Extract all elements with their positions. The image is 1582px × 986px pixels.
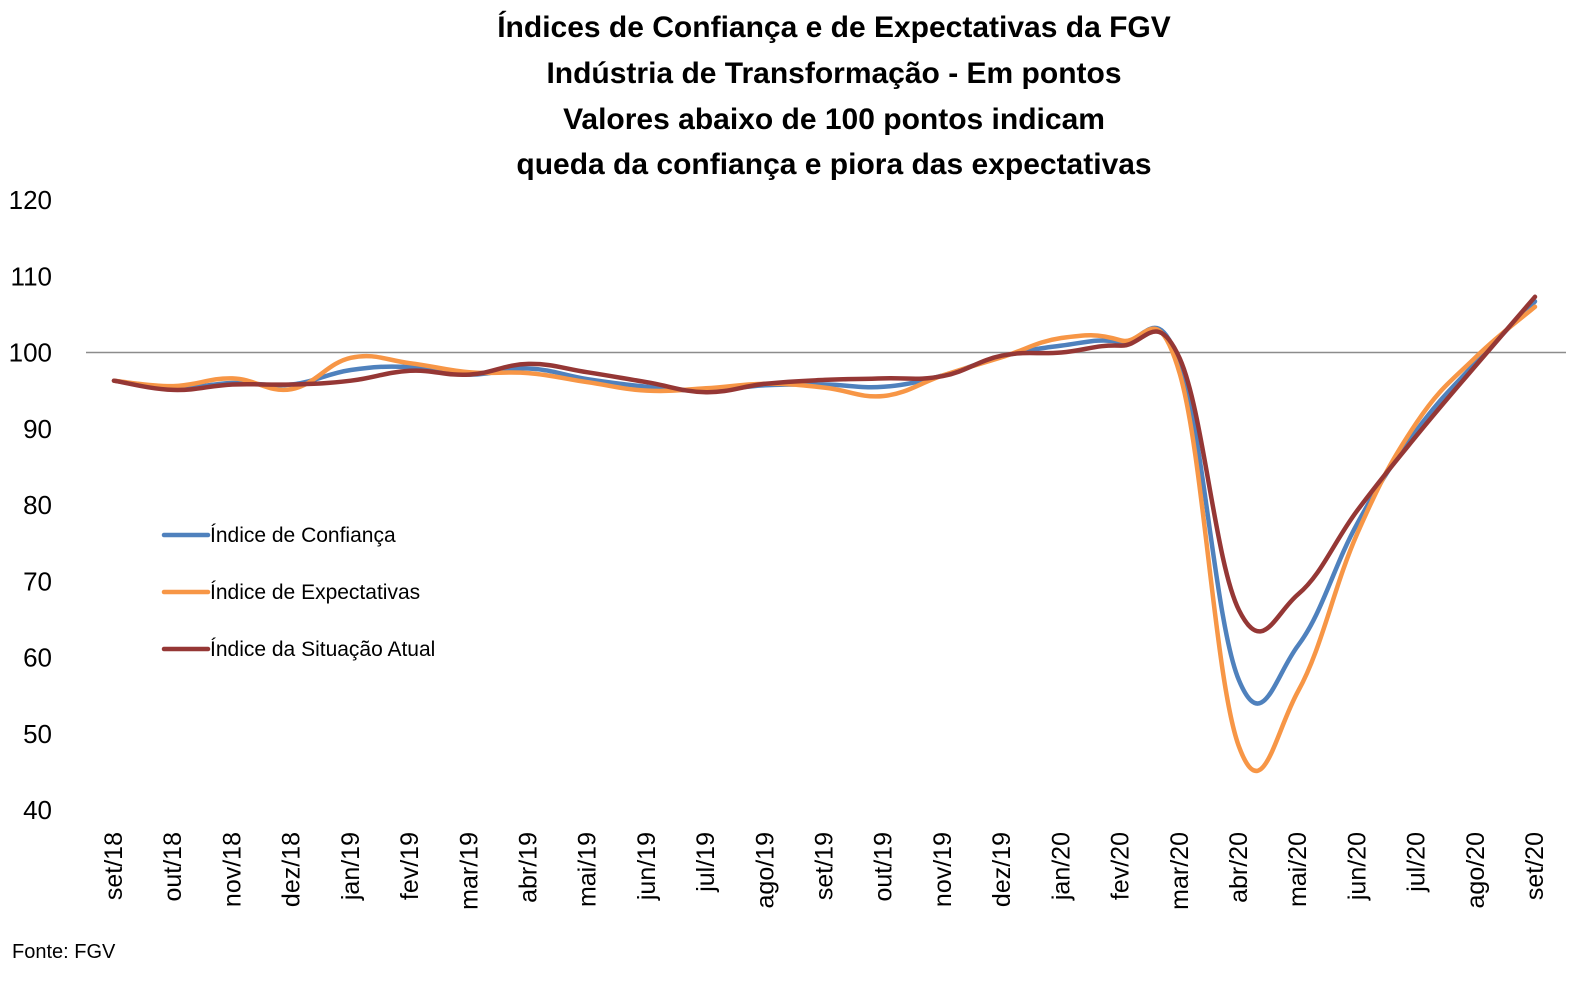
x-tick-label: abr/19 xyxy=(514,832,542,903)
x-tick-label: set/18 xyxy=(100,832,128,900)
chart-title-line-4: queda da confiança e piora das expectati… xyxy=(516,148,1151,181)
chart-title-line-3: Valores abaixo de 100 pontos indicam xyxy=(563,103,1105,136)
x-tick-label: fev/20 xyxy=(1107,832,1135,900)
y-tick-label: 40 xyxy=(23,795,52,825)
series-lines xyxy=(111,294,1538,774)
x-tick-label: jul/19 xyxy=(692,832,720,893)
x-tick-label: dez/19 xyxy=(988,832,1016,907)
x-tick-label: out/18 xyxy=(159,832,187,902)
x-tick-label: ago/20 xyxy=(1462,832,1490,908)
series-line-expectativas xyxy=(111,304,1538,774)
x-tick-label: mar/19 xyxy=(455,832,483,910)
y-tick-label: 60 xyxy=(23,643,52,673)
legend-item-expectativas: Índice de Expectativas xyxy=(161,581,420,604)
x-tick-label: mai/19 xyxy=(574,832,602,907)
legend-item-situacao-atual: Índice da Situação Atual xyxy=(161,638,435,661)
series-line-confianca xyxy=(111,299,1538,706)
x-tick-label: jun/20 xyxy=(1343,832,1371,901)
x-tick-label: jan/19 xyxy=(337,832,365,901)
x-tick-label: nov/18 xyxy=(218,832,246,907)
y-tick-label: 120 xyxy=(9,185,52,215)
y-axis-ticks: 40 50 60 70 80 90 100 110 120 xyxy=(9,185,52,825)
chart-title: Índices de Confiança e de Expectativas d… xyxy=(497,10,1171,181)
x-tick-label: jul/20 xyxy=(1403,832,1431,893)
chart-title-line-1: Índices de Confiança e de Expectativas d… xyxy=(497,10,1171,44)
x-tick-label: mai/20 xyxy=(1284,832,1312,907)
x-tick-label: nov/19 xyxy=(929,832,957,907)
x-tick-label: abr/20 xyxy=(1225,832,1253,903)
y-tick-label: 110 xyxy=(11,261,52,291)
legend-label: Índice da Situação Atual xyxy=(210,638,435,661)
x-tick-label: set/19 xyxy=(811,832,839,900)
x-axis-ticks: set/18 out/18 nov/18 dez/18 jan/19 fev/19 mar/… xyxy=(100,832,1549,910)
legend: Índice de Confiança Índice de Expectativa… xyxy=(161,524,435,661)
x-tick-label: out/19 xyxy=(870,832,898,902)
chart-title-line-2: Indústria de Transformação - Em pontos xyxy=(546,57,1121,90)
y-tick-label: 80 xyxy=(23,490,52,520)
y-tick-label: 70 xyxy=(23,566,52,596)
y-tick-label: 90 xyxy=(23,414,52,444)
y-tick-label: 100 xyxy=(9,338,52,368)
source-note: Fonte: FGV xyxy=(12,941,116,963)
x-tick-label: set/20 xyxy=(1521,832,1549,900)
x-tick-label: dez/18 xyxy=(278,832,306,907)
legend-label: Índice de Expectativas xyxy=(210,581,420,604)
legend-label: Índice de Confiança xyxy=(210,524,396,547)
x-tick-label: jun/19 xyxy=(633,832,661,901)
legend-item-confianca: Índice de Confiança xyxy=(161,524,396,547)
x-tick-label: jan/20 xyxy=(1047,832,1075,901)
y-tick-label: 50 xyxy=(23,719,52,749)
series-line-situacao-atual xyxy=(111,294,1538,634)
x-tick-label: fev/19 xyxy=(396,832,424,900)
x-tick-label: ago/19 xyxy=(751,832,779,908)
x-tick-label: mar/20 xyxy=(1166,832,1194,910)
